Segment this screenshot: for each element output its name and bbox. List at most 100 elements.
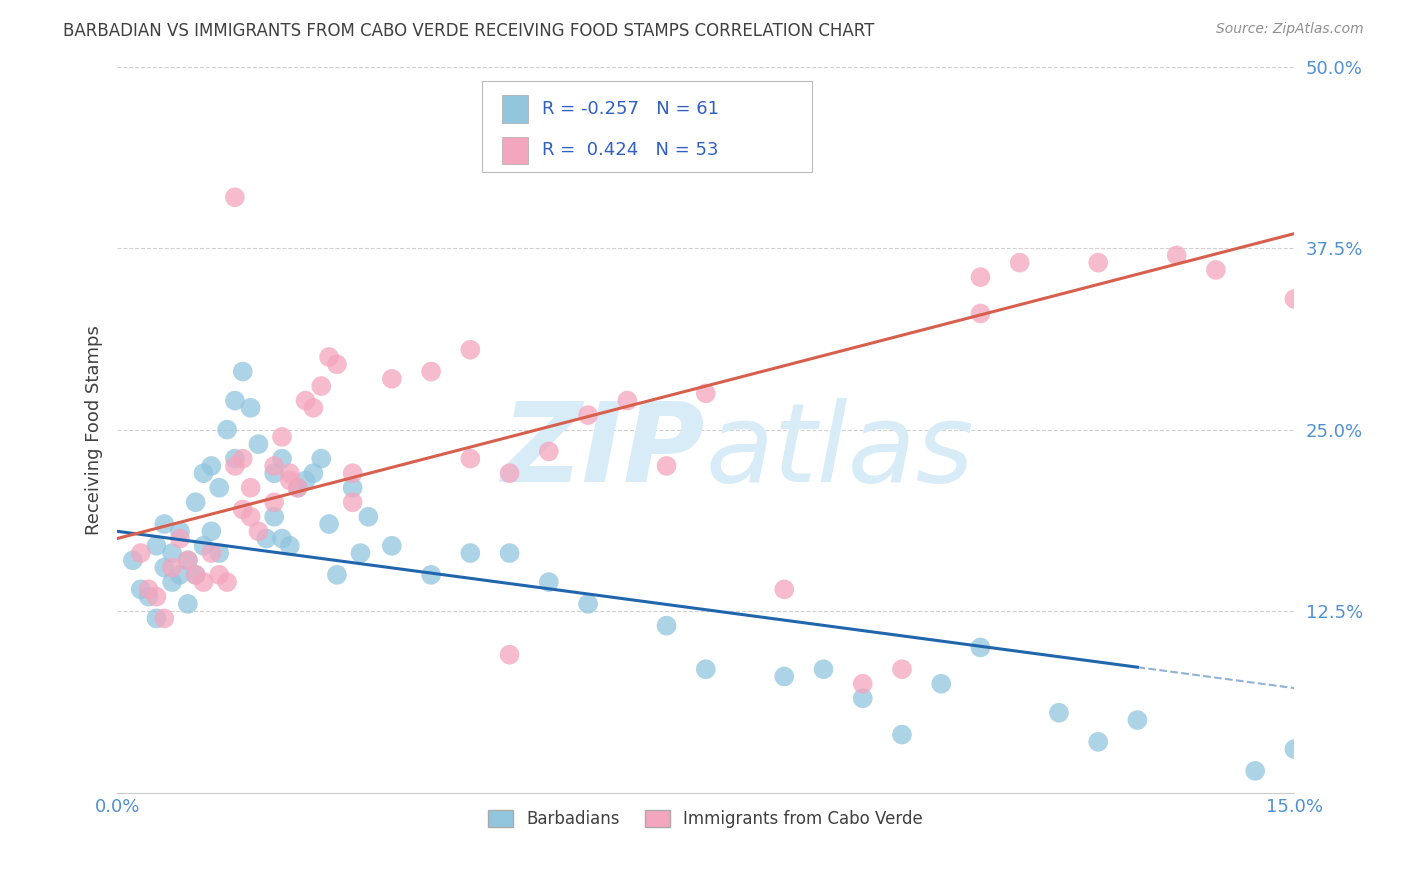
Point <box>278 466 301 480</box>
Point <box>655 458 678 473</box>
Point <box>169 524 191 539</box>
Point <box>773 582 796 597</box>
Point <box>263 509 285 524</box>
Point <box>263 466 285 480</box>
Point <box>184 567 207 582</box>
Point <box>208 567 231 582</box>
Point <box>177 553 200 567</box>
Point <box>232 365 254 379</box>
Point <box>969 306 991 320</box>
Point <box>215 423 238 437</box>
Point <box>160 560 183 574</box>
Point <box>616 393 638 408</box>
Point <box>153 611 176 625</box>
Point <box>208 546 231 560</box>
Point <box>460 343 482 357</box>
Point <box>239 481 262 495</box>
Point <box>294 474 316 488</box>
Point <box>263 495 285 509</box>
Point <box>145 539 167 553</box>
Point <box>326 567 349 582</box>
Point <box>318 350 340 364</box>
Point <box>813 662 835 676</box>
Legend: Barbadians, Immigrants from Cabo Verde: Barbadians, Immigrants from Cabo Verde <box>482 804 929 835</box>
Point <box>177 597 200 611</box>
Point <box>169 532 191 546</box>
Text: R =  0.424   N = 53: R = 0.424 N = 53 <box>543 142 718 160</box>
Point <box>576 597 599 611</box>
Point <box>153 516 176 531</box>
Point <box>537 444 560 458</box>
Point <box>929 677 952 691</box>
Point <box>891 728 914 742</box>
Point <box>138 590 160 604</box>
Point <box>193 466 215 480</box>
Point <box>200 524 222 539</box>
Point <box>294 393 316 408</box>
Point <box>129 582 152 597</box>
Point <box>263 458 285 473</box>
Point <box>153 560 176 574</box>
Point <box>287 481 309 495</box>
Point <box>381 539 404 553</box>
Point <box>498 648 520 662</box>
Point <box>271 532 294 546</box>
Point <box>1205 263 1227 277</box>
Point <box>160 575 183 590</box>
Point <box>184 495 207 509</box>
Point <box>1126 713 1149 727</box>
Point <box>420 567 443 582</box>
Point <box>302 401 325 415</box>
Point <box>1244 764 1267 778</box>
Point <box>224 451 246 466</box>
Point <box>969 640 991 655</box>
Point <box>287 481 309 495</box>
Point <box>232 502 254 516</box>
Bar <box>502 95 529 122</box>
Point <box>695 662 717 676</box>
Point <box>224 190 246 204</box>
Point <box>342 466 364 480</box>
Point <box>773 669 796 683</box>
Point <box>342 481 364 495</box>
Point <box>232 451 254 466</box>
Point <box>224 458 246 473</box>
Point <box>318 516 340 531</box>
Point <box>247 437 270 451</box>
Point <box>342 495 364 509</box>
Point <box>278 539 301 553</box>
Point <box>239 509 262 524</box>
Point <box>460 451 482 466</box>
Point <box>215 575 238 590</box>
Point <box>177 553 200 567</box>
Point <box>357 509 380 524</box>
Point <box>271 430 294 444</box>
Point <box>852 677 875 691</box>
Point <box>129 546 152 560</box>
Point <box>200 458 222 473</box>
Point <box>498 466 520 480</box>
Point <box>1166 248 1188 262</box>
Point <box>169 567 191 582</box>
Text: Source: ZipAtlas.com: Source: ZipAtlas.com <box>1216 22 1364 37</box>
Point <box>1284 292 1306 306</box>
FancyBboxPatch shape <box>482 81 811 172</box>
Point <box>1047 706 1070 720</box>
Point <box>852 691 875 706</box>
Point <box>160 546 183 560</box>
Point <box>224 393 246 408</box>
Point <box>145 611 167 625</box>
Point <box>138 582 160 597</box>
Point <box>537 575 560 590</box>
Point <box>193 575 215 590</box>
Point <box>891 662 914 676</box>
Point <box>145 590 167 604</box>
Point <box>302 466 325 480</box>
Point <box>420 365 443 379</box>
Point <box>239 401 262 415</box>
Point <box>326 357 349 371</box>
Point <box>576 408 599 422</box>
Point <box>309 379 332 393</box>
Point <box>208 481 231 495</box>
Point <box>254 532 277 546</box>
